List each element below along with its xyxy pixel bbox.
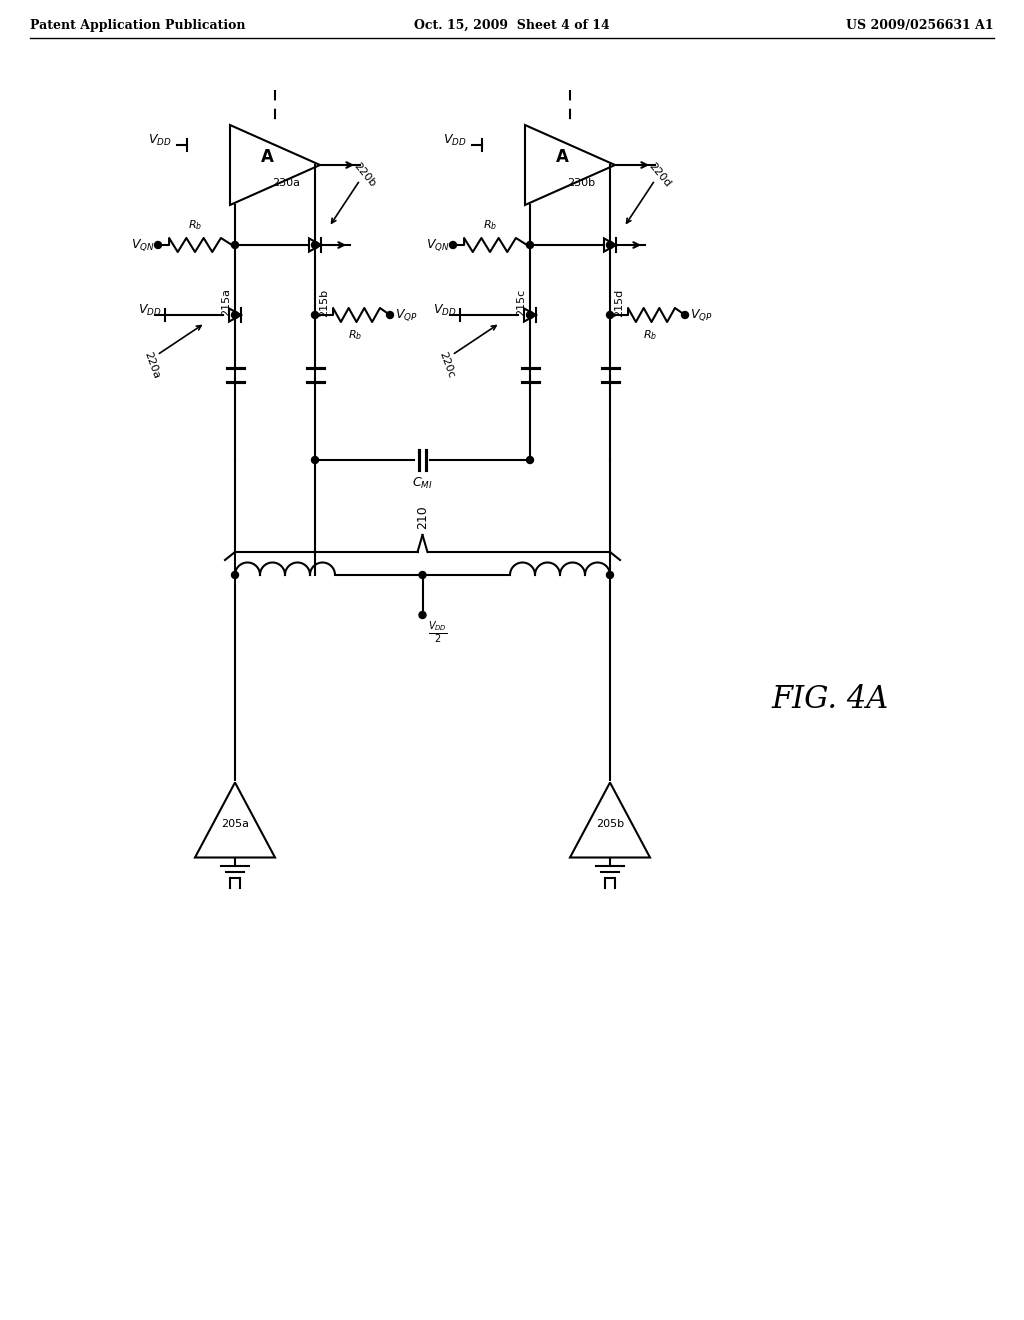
Text: $V_{DD}$: $V_{DD}$ — [443, 132, 467, 148]
Circle shape — [682, 312, 688, 318]
Circle shape — [386, 312, 393, 318]
Text: $V_{QN}$: $V_{QN}$ — [426, 238, 450, 253]
Text: $\frac{V_{DD}}{2}$: $\frac{V_{DD}}{2}$ — [427, 620, 446, 645]
Circle shape — [231, 242, 239, 248]
Circle shape — [311, 312, 318, 318]
Circle shape — [231, 572, 239, 578]
Text: $V_{DD}$: $V_{DD}$ — [138, 302, 162, 318]
Circle shape — [311, 242, 318, 248]
Circle shape — [419, 572, 426, 578]
Text: A: A — [261, 148, 274, 166]
Circle shape — [155, 242, 162, 248]
Text: 230a: 230a — [271, 178, 300, 187]
Text: Patent Application Publication: Patent Application Publication — [30, 18, 246, 32]
Text: 215b: 215b — [319, 289, 329, 317]
Text: $V_{QP}$: $V_{QP}$ — [690, 308, 713, 323]
Circle shape — [419, 611, 426, 619]
Text: 205a: 205a — [221, 818, 249, 829]
Text: $R_b$: $R_b$ — [483, 218, 498, 232]
Text: Oct. 15, 2009  Sheet 4 of 14: Oct. 15, 2009 Sheet 4 of 14 — [414, 18, 610, 32]
Text: $V_{DD}$: $V_{DD}$ — [148, 132, 172, 148]
Text: FIG. 4A: FIG. 4A — [771, 685, 889, 715]
Text: $V_{DD}$: $V_{DD}$ — [433, 302, 457, 318]
Text: $R_b$: $R_b$ — [348, 327, 362, 342]
Text: 215d: 215d — [614, 288, 624, 317]
Circle shape — [231, 312, 239, 318]
Circle shape — [526, 457, 534, 463]
Circle shape — [526, 242, 534, 248]
Text: US 2009/0256631 A1: US 2009/0256631 A1 — [847, 18, 994, 32]
Text: $C_{MI}$: $C_{MI}$ — [412, 477, 432, 491]
Circle shape — [450, 242, 457, 248]
Text: $V_{QN}$: $V_{QN}$ — [131, 238, 155, 253]
Text: 230b: 230b — [566, 178, 595, 187]
Circle shape — [606, 572, 613, 578]
Text: $R_b$: $R_b$ — [188, 218, 203, 232]
Text: $R_b$: $R_b$ — [643, 327, 657, 342]
Text: 220b: 220b — [352, 161, 378, 189]
Circle shape — [526, 312, 534, 318]
Text: 215c: 215c — [516, 289, 526, 315]
Text: 215a: 215a — [221, 289, 231, 317]
Text: A: A — [556, 148, 569, 166]
Text: 205b: 205b — [596, 818, 624, 829]
Text: 210: 210 — [416, 506, 429, 529]
Text: 220d: 220d — [647, 161, 673, 189]
Text: 220a: 220a — [142, 350, 162, 380]
Text: $V_{QP}$: $V_{QP}$ — [395, 308, 418, 323]
Circle shape — [311, 457, 318, 463]
Circle shape — [606, 242, 613, 248]
Text: 220c: 220c — [437, 350, 457, 380]
Circle shape — [606, 312, 613, 318]
